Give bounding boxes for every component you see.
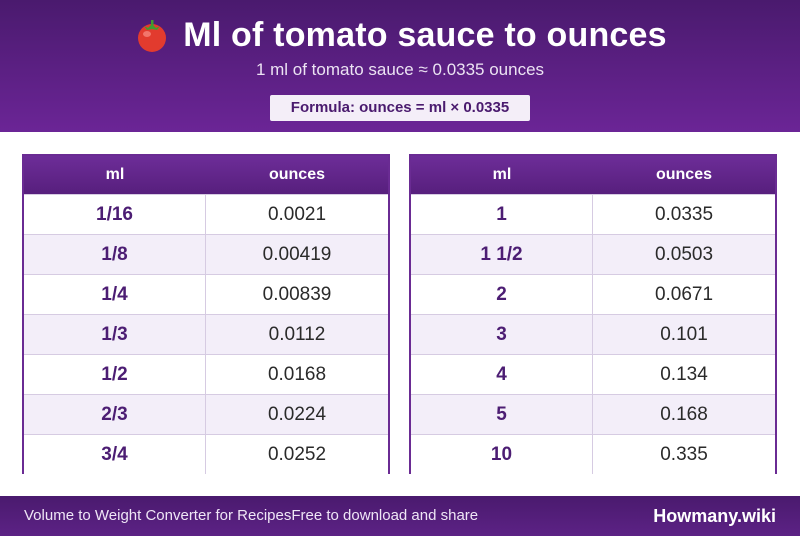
page-subtitle: 1 ml of tomato sauce ≈ 0.0335 ounces [255, 60, 545, 79]
table-row: 3 0.101 [411, 314, 775, 354]
ml-cell: 1 1/2 [411, 235, 593, 274]
ml-cell: 1/2 [24, 355, 206, 394]
table-row: 1/8 0.00419 [24, 234, 388, 274]
tomato-icon [133, 16, 171, 54]
column-header-ounces: ounces [268, 166, 325, 183]
ml-cell: 1 [411, 195, 593, 234]
ounces-cell: 0.0112 [268, 324, 326, 345]
table-row: 1/2 0.0168 [24, 354, 388, 394]
footer-converter-link[interactable]: Volume to Weight Converter for Recipes [24, 507, 292, 524]
brand-logo-text[interactable]: Howmany.wiki [653, 506, 776, 526]
table-row: 2 0.0671 [411, 274, 775, 314]
page-title: Ml of tomato sauce to ounces [183, 15, 667, 54]
conversion-table-left: ml ounces 1/16 0.0021 1/8 0.00419 1/4 0.008… [22, 154, 390, 474]
table-row: 4 0.134 [411, 354, 775, 394]
ounces-cell: 0.00839 [262, 284, 332, 305]
ounces-cell: 0.168 [660, 404, 708, 425]
ounces-cell: 0.0252 [267, 444, 327, 465]
table-row: 1/16 0.0021 [24, 194, 388, 234]
footer-share-text: Free to download and share [291, 507, 479, 524]
ml-cell: 10 [411, 435, 593, 474]
column-header-ml: ml [105, 166, 125, 183]
table-header: ml ounces [411, 156, 775, 194]
ml-cell: 1/4 [24, 275, 206, 314]
table-row: 1/3 0.0112 [24, 314, 388, 354]
table-row: 1/4 0.00839 [24, 274, 388, 314]
ml-cell: 4 [411, 355, 593, 394]
table-body: 1 0.0335 1 1/2 0.0503 2 0.0671 3 0.101 4 0.13… [411, 194, 775, 474]
ounces-cell: 0.0021 [267, 204, 327, 225]
ounces-cell: 0.134 [660, 364, 708, 385]
formula-badge: Formula: ounces = ml × 0.0335 [270, 95, 530, 121]
ml-cell: 2 [411, 275, 593, 314]
column-header-ounces: ounces [655, 166, 712, 183]
footer-bar: Volume to Weight Converter for RecipesFr… [0, 496, 800, 536]
title-row: Ml of tomato sauce to ounces [0, 14, 800, 56]
ounces-cell: 0.00419 [262, 244, 332, 265]
ml-cell: 1/3 [24, 315, 206, 354]
table-body: 1/16 0.0021 1/8 0.00419 1/4 0.00839 1/3 0.01… [24, 194, 388, 474]
ounces-cell: 0.335 [660, 444, 708, 465]
ml-cell: 3 [411, 315, 593, 354]
column-header-ml: ml [492, 166, 512, 183]
ml-cell: 5 [411, 395, 593, 434]
conversion-table-right: ml ounces 1 0.0335 1 1/2 0.0503 2 0.0671 3 0… [409, 154, 777, 474]
ml-cell: 3/4 [24, 435, 206, 474]
ounces-cell: 0.0335 [654, 204, 714, 225]
ounces-cell: 0.0224 [267, 404, 327, 425]
table-row: 1 1/2 0.0503 [411, 234, 775, 274]
ml-cell: 2/3 [24, 395, 206, 434]
table-header: ml ounces [24, 156, 388, 194]
ml-cell: 1/16 [24, 195, 206, 234]
table-row: 3/4 0.0252 [24, 434, 388, 474]
header-banner: Ml of tomato sauce to ounces 1 ml of tom… [0, 0, 800, 132]
table-row: 1 0.0335 [411, 194, 775, 234]
ml-cell: 1/8 [24, 235, 206, 274]
ounces-cell: 0.0168 [267, 364, 327, 385]
ounces-cell: 0.0503 [654, 244, 714, 265]
table-row: 5 0.168 [411, 394, 775, 434]
ounces-cell: 0.0671 [654, 284, 714, 305]
ounces-cell: 0.101 [660, 324, 708, 345]
table-row: 10 0.335 [411, 434, 775, 474]
table-row: 2/3 0.0224 [24, 394, 388, 434]
footer-tagline: Volume to Weight Converter for RecipesFr… [24, 496, 478, 536]
